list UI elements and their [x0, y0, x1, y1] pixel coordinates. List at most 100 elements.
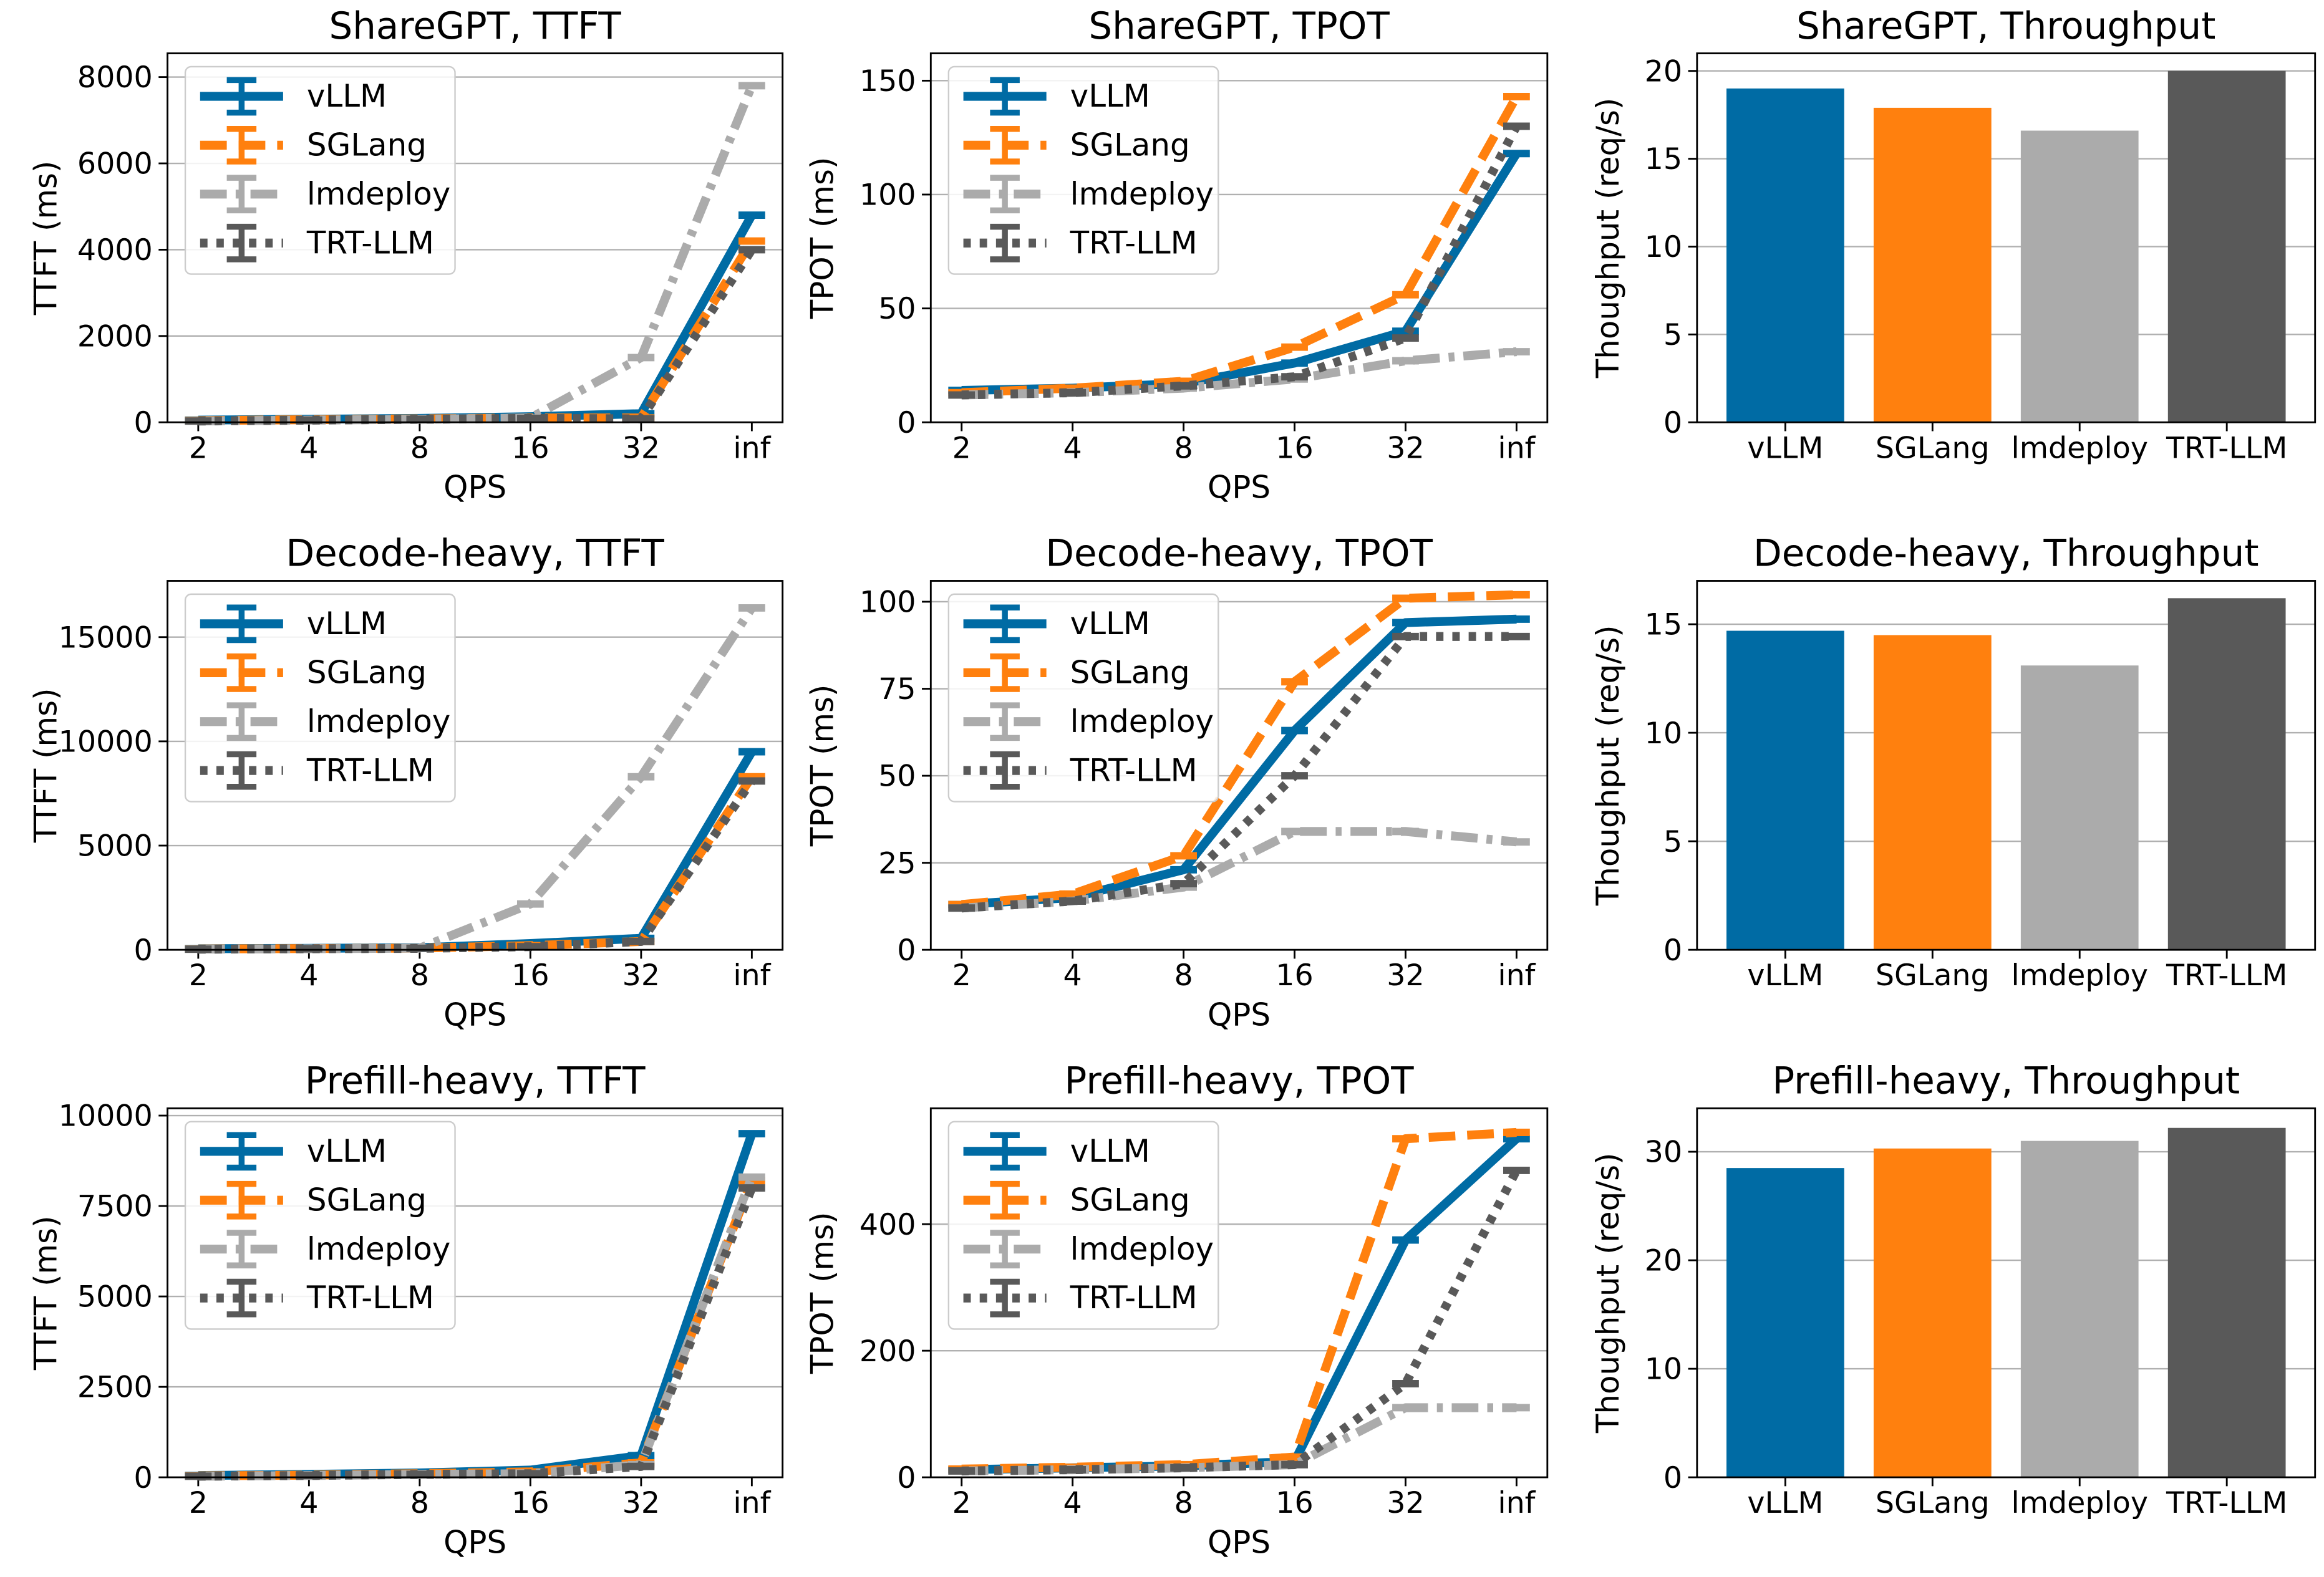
subplot-title: Decode-heavy, Throughput — [1753, 533, 2259, 576]
y-tick-label: 15000 — [59, 620, 153, 655]
x-tick-label: vLLM — [1747, 1486, 1823, 1520]
x-axis-label: QPS — [443, 469, 506, 505]
x-tick-label: 32 — [1387, 431, 1424, 465]
x-tick-label: SGLang — [1876, 431, 1990, 465]
y-tick-label: 400 — [859, 1208, 916, 1242]
x-tick-label: 8 — [410, 958, 429, 993]
legend-label: lmdeploy — [307, 1231, 450, 1267]
series-line — [961, 632, 1517, 913]
y-tick-label: 10 — [1645, 1353, 1682, 1387]
x-tick-label: lmdeploy — [2012, 958, 2148, 993]
x-tick-label: lmdeploy — [2012, 431, 2148, 465]
y-tick-label: 6000 — [77, 147, 153, 181]
bar — [2020, 665, 2139, 950]
legend-label: SGLang — [307, 1182, 427, 1218]
y-axis-label: Thoughput (req/s) — [1590, 1152, 1626, 1434]
x-tick-label: 2 — [189, 1486, 208, 1520]
x-tick-label: 4 — [1063, 1486, 1082, 1520]
legend-box — [184, 593, 456, 803]
series-line — [198, 1186, 756, 1481]
x-tick-label: inf — [733, 431, 771, 465]
bar — [1726, 88, 1844, 423]
x-tick-label: inf — [733, 1486, 771, 1520]
x-tick-label: TRT-LLM — [2166, 958, 2287, 993]
subplot: ShareGPT, TTFT 0 2000 4000 6000 8000 TTFT (ms)… — [27, 5, 784, 505]
x-tick-label: inf — [1498, 431, 1536, 465]
y-tick-label: 0 — [897, 1461, 916, 1495]
legend-label: vLLM — [307, 605, 387, 642]
x-tick-label: 32 — [622, 1486, 660, 1520]
x-tick-label: 16 — [511, 1486, 549, 1520]
subplot: Decode-heavy, TPOT 0 25 50 75 100 TPOT (ms) 2 4 8… — [804, 533, 1549, 1033]
legend-label: lmdeploy — [1070, 1231, 1214, 1267]
bar — [1726, 1168, 1844, 1478]
y-tick-label: 2000 — [77, 319, 153, 354]
y-tick-label: 10000 — [59, 1099, 153, 1134]
legend-label: lmdeploy — [1070, 703, 1214, 740]
bar — [2167, 598, 2286, 950]
x-tick-label: 16 — [1276, 431, 1313, 465]
y-tick-label: 0 — [134, 406, 153, 440]
series-line — [198, 774, 756, 953]
y-axis-label: TTFT (ms) — [27, 688, 64, 843]
x-tick-label: 16 — [511, 431, 549, 465]
y-tick-label: 5 — [1663, 318, 1682, 352]
subplot: Decode-heavy, Throughput 0 5 10 15 Thoughput … — [1590, 533, 2317, 993]
x-tick-label: 8 — [410, 431, 429, 465]
legend-box — [947, 1121, 1219, 1330]
series-line — [198, 778, 756, 954]
legend-label: TRT-LLM — [306, 1280, 434, 1316]
y-tick-label: 75 — [878, 672, 916, 707]
subplot-title: Prefill-heavy, TTFT — [305, 1060, 646, 1103]
x-tick-label: 8 — [1174, 431, 1193, 465]
subplot-title: ShareGPT, TTFT — [329, 5, 622, 48]
x-tick-label: TRT-LLM — [2166, 431, 2287, 465]
legend-label: SGLang — [1070, 654, 1190, 690]
y-tick-label: 25 — [878, 846, 916, 880]
x-tick-label: lmdeploy — [2012, 1486, 2148, 1520]
y-tick-label: 8000 — [77, 60, 153, 95]
y-tick-label: 20 — [1645, 1244, 1682, 1278]
x-tick-label: 8 — [410, 1486, 429, 1520]
bar — [2020, 1141, 2139, 1478]
plot-frame — [929, 52, 1549, 423]
series-line — [961, 124, 1521, 400]
y-tick-label: 0 — [1663, 406, 1682, 440]
y-axis-label: Thoughput (req/s) — [1590, 625, 1626, 906]
y-tick-label: 0 — [897, 933, 916, 968]
x-axis-label: QPS — [1208, 469, 1271, 505]
bar — [2167, 1127, 2286, 1478]
legend-label: vLLM — [1070, 1133, 1150, 1169]
x-axis-label: QPS — [1208, 996, 1271, 1033]
y-axis-label: Thoughput (req/s) — [1590, 98, 1626, 379]
x-tick-label: vLLM — [1747, 958, 1823, 993]
bar — [1873, 107, 1992, 423]
subplot-title: Decode-heavy, TTFT — [286, 533, 664, 576]
y-axis-label: TPOT (ms) — [804, 1212, 840, 1374]
subplot: Prefill-heavy, TPOT 0 200 400 TPOT (ms) 2 4 8 16… — [804, 1060, 1549, 1560]
x-tick-label: 8 — [1174, 958, 1193, 993]
x-tick-label: 4 — [1063, 958, 1082, 993]
plot-frame — [167, 52, 784, 423]
y-tick-label: 0 — [1663, 1461, 1682, 1495]
subplot: Decode-heavy, TTFT 0 5000 10000 15000 TTFT (m… — [27, 533, 784, 1033]
subplot: ShareGPT, TPOT 0 50 100 150 TPOT (ms) 2 4 8 16 32 i… — [804, 5, 1549, 505]
x-tick-label: 32 — [1387, 1486, 1424, 1520]
subplot-title: ShareGPT, Throughput — [1796, 5, 2215, 48]
x-tick-label: 32 — [622, 958, 660, 993]
y-tick-label: 30 — [1645, 1136, 1682, 1170]
y-axis-label: TPOT (ms) — [804, 157, 840, 320]
y-tick-label: 50 — [878, 292, 916, 326]
x-tick-label: 32 — [1387, 958, 1424, 993]
subplot-title: ShareGPT, TPOT — [1088, 5, 1390, 48]
legend-label: TRT-LLM — [1070, 1280, 1198, 1316]
series-line — [198, 84, 756, 426]
bar — [2167, 70, 2286, 423]
series-line — [961, 94, 1521, 397]
y-tick-label: 100 — [859, 586, 916, 620]
x-axis-label: QPS — [443, 996, 506, 1033]
legend-label: TRT-LLM — [1070, 224, 1198, 261]
y-tick-label: 5000 — [77, 1280, 153, 1314]
x-tick-label: TRT-LLM — [2166, 1486, 2287, 1520]
